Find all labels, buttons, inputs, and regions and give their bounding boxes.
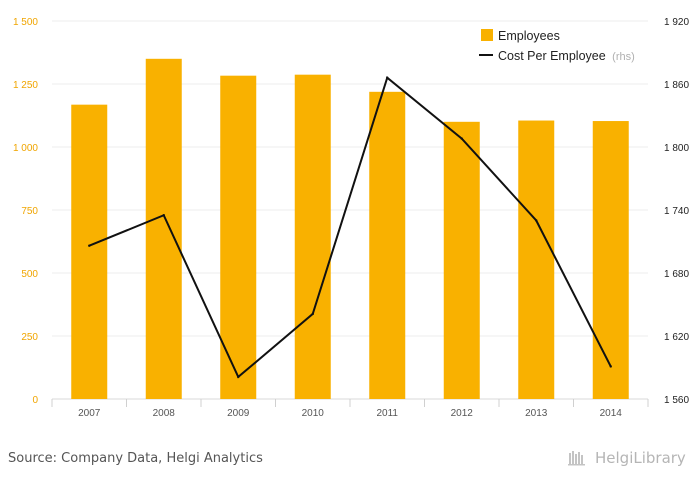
x-tick-label: 2011: [376, 408, 398, 419]
cost-line-path: [88, 75, 612, 379]
legend-label-cost-name: Cost Per Employee: [498, 49, 606, 63]
bar: [145, 58, 182, 400]
legend-label-employees: Employees: [498, 29, 560, 43]
y-right-tick-label: 1 740: [664, 206, 689, 217]
helgi-library-logo: HelgiLibrary: [568, 449, 686, 467]
logo-text: HelgiLibrary: [595, 449, 686, 467]
bar: [294, 74, 331, 400]
line-point: [535, 219, 538, 222]
y-right-tick-label: 1 560: [664, 395, 689, 406]
y-left-tick-label: 1 250: [13, 80, 38, 91]
y-left-tick-label: 1 000: [13, 143, 38, 154]
left-y-axis: 0 250 500 750 1 000 1 250 1 500: [13, 17, 38, 406]
bar: [220, 75, 257, 400]
x-tick-label: 2013: [525, 408, 548, 419]
x-tick-label: 2007: [78, 408, 101, 419]
y-right-tick-label: 1 680: [664, 269, 689, 280]
y-right-tick-label: 1 800: [664, 143, 689, 154]
legend-swatch-employees: [481, 29, 493, 41]
x-tick-label: 2012: [451, 408, 474, 419]
legend-label-cost: Cost Per Employee (rhs): [498, 49, 635, 63]
y-right-tick-label: 1 860: [664, 80, 689, 91]
line-point: [88, 244, 91, 247]
x-tick-label: 2009: [227, 408, 250, 419]
line-point: [311, 312, 314, 316]
x-tick-label: 2008: [153, 408, 176, 419]
line-point: [609, 365, 612, 368]
line-point: [237, 375, 240, 379]
source-note: Source: Company Data, Helgi Analytics: [8, 451, 263, 466]
library-icon: [568, 451, 585, 466]
line-point: [162, 214, 165, 217]
bar: [369, 91, 406, 399]
x-axis: 2007 2008 2009 2010 2011 2012 2013 2014: [51, 399, 649, 419]
bar: [518, 120, 555, 399]
x-tick-label: 2014: [600, 408, 623, 419]
legend: Employees Cost Per Employee (rhs): [479, 29, 635, 63]
y-left-tick-label: 750: [21, 206, 38, 217]
y-left-tick-label: 500: [21, 269, 38, 280]
right-y-axis: 1 560 1 620 1 680 1 740 1 800 1 860 1 920: [664, 17, 689, 406]
bar: [443, 121, 480, 400]
y-right-tick-label: 1 620: [664, 332, 689, 343]
line-point: [386, 76, 389, 79]
bar: [592, 121, 629, 399]
x-tick-label: 2010: [302, 408, 325, 419]
y-left-tick-label: 250: [21, 332, 38, 343]
line-point: [460, 137, 463, 140]
y-left-tick-label: 0: [32, 395, 38, 406]
y-left-tick-label: 1 500: [13, 17, 38, 28]
legend-label-cost-suffix: (rhs): [612, 51, 635, 63]
employee-bars: [71, 58, 629, 400]
bar: [71, 104, 108, 399]
y-right-tick-label: 1 920: [664, 17, 689, 28]
cost-line: [88, 75, 612, 379]
gridlines: [52, 20, 648, 400]
